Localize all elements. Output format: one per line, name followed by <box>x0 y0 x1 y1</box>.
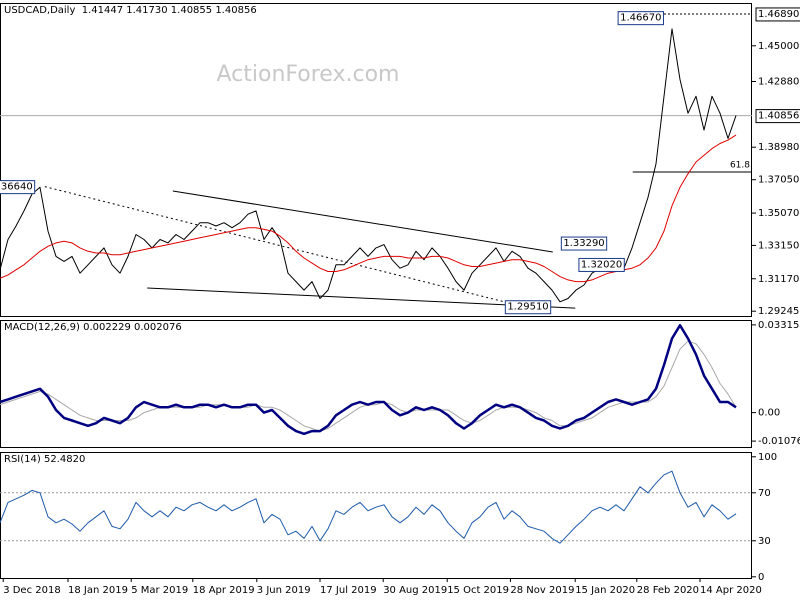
series-line <box>0 470 737 544</box>
high-level-label: 1.46890 <box>758 9 799 20</box>
price-annotation-box <box>0 180 36 195</box>
series-line <box>0 324 737 436</box>
y-tick-label: 1.38980 <box>758 142 799 153</box>
x-tick-label: 3 Jun 2019 <box>257 585 311 596</box>
y-tick-label: 70 <box>758 488 771 499</box>
x-tick-label: 3 Dec 2018 <box>3 585 61 596</box>
x-tick-label: 30 Aug 2019 <box>383 585 447 596</box>
y-tick-label: 30 <box>758 536 771 547</box>
x-tick-label: 15 Jan 2020 <box>575 585 635 596</box>
y-tick-label: 1.31170 <box>758 274 799 285</box>
trend-line <box>44 186 525 308</box>
fib-level-label: 61.8 <box>730 160 750 170</box>
panel-frame <box>0 3 752 317</box>
y-tick-label: -0.010769 <box>758 436 800 447</box>
x-tick-label: 15 Oct 2019 <box>447 585 509 596</box>
last-price-label: 1.40856 <box>758 111 799 122</box>
y-tick-label: 1.42880 <box>758 77 799 88</box>
last-price-label-box <box>755 109 800 124</box>
high-level-label-box <box>755 7 800 22</box>
price-annotation-box <box>560 236 608 251</box>
trend-line <box>147 287 576 309</box>
price-annotation: 1.36640 <box>0 182 33 193</box>
panel-title: RSI(14) 52.4820 <box>4 454 85 465</box>
y-tick-label: 1.35070 <box>758 208 799 219</box>
panel-frame <box>0 452 752 579</box>
y-tick-label: 0.033155 <box>758 320 800 331</box>
price-annotation: 1.29510 <box>507 302 548 313</box>
x-tick-label: 14 Apr 2020 <box>700 585 762 596</box>
y-tick-label: 1.45000 <box>758 41 799 52</box>
y-tick-label: 0.00 <box>758 408 780 419</box>
trend-line <box>172 190 553 253</box>
x-tick-label: 28 Feb 2020 <box>637 585 699 596</box>
series-line <box>0 134 737 283</box>
panel-frame <box>0 320 752 448</box>
panel-title: MACD(12,26,9) 0.002229 0.002076 <box>4 322 182 333</box>
x-tick-label: 18 Apr 2019 <box>193 585 255 596</box>
y-tick-label: 0 <box>758 572 764 583</box>
price-annotation: 1.46670 <box>620 13 661 24</box>
x-tick-label: 5 Mar 2019 <box>131 585 188 596</box>
price-annotation: 1.33290 <box>563 238 604 249</box>
panel-title: USDCAD,Daily 1.41447 1.41730 1.40855 1.4… <box>4 5 257 16</box>
x-tick-label: 18 Jan 2019 <box>68 585 128 596</box>
y-tick-label: 1.29245 <box>758 306 799 317</box>
y-tick-label: 1.37050 <box>758 175 799 186</box>
x-tick-label: 28 Nov 2019 <box>510 585 574 596</box>
price-annotation: 1.32020 <box>581 259 622 270</box>
price-annotation-box <box>504 300 552 315</box>
price-annotation-box <box>617 11 664 26</box>
y-tick-label: 100 <box>758 452 777 463</box>
y-tick-label: 1.33150 <box>758 240 799 251</box>
watermark: ActionForex.com <box>217 62 400 87</box>
price-annotation-box <box>578 257 625 272</box>
x-tick-label: 17 Jul 2019 <box>320 585 377 596</box>
